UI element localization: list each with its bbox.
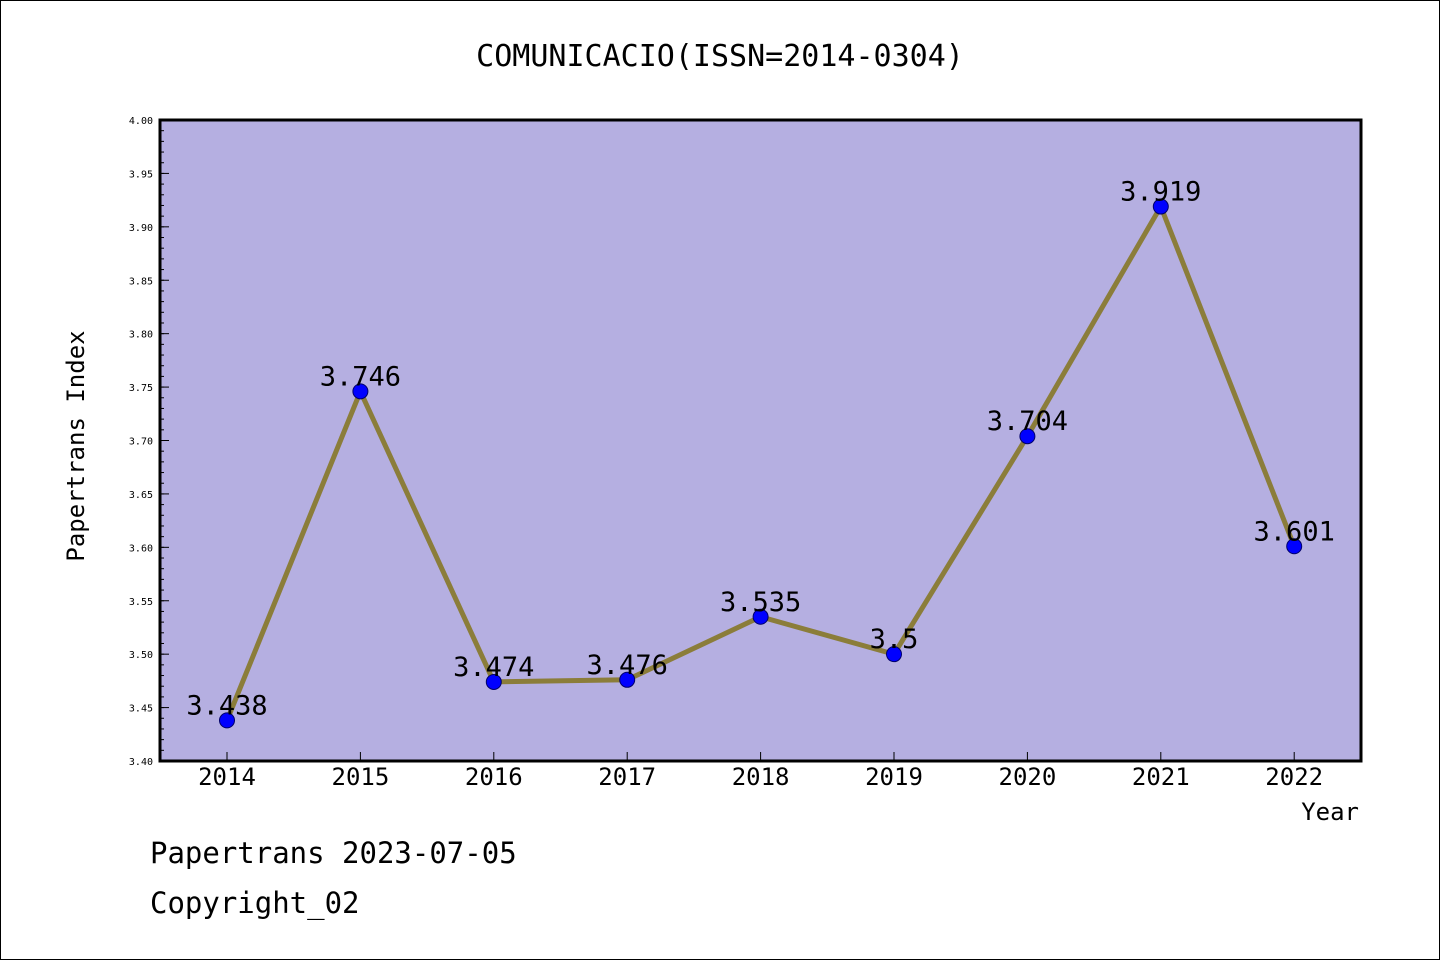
y-tick-label: 3.70 xyxy=(129,437,153,448)
data-label: 3.601 xyxy=(1254,516,1335,547)
data-label: 3.535 xyxy=(720,587,801,618)
footer-copyright: Copyright_02 xyxy=(150,886,360,920)
y-tick-label: 3.75 xyxy=(129,383,153,394)
x-tick-label: 2021 xyxy=(1132,763,1190,791)
data-labels: 3.438 3.746 3.474 3.476 3.535 3.5 3.704 3.919 3.… xyxy=(186,177,1334,722)
x-tick-label: 2015 xyxy=(332,763,390,791)
chart-title: COMUNICACIO(ISSN=2014-0304) xyxy=(476,39,964,74)
data-point xyxy=(1019,428,1036,445)
y-axis-ticks: 3.40 3.45 3.50 3.55 3.60 3.65 3.70 3.75 3.80 3.85… xyxy=(129,116,169,768)
y-tick-label: 3.50 xyxy=(129,650,153,661)
x-tick-label: 2017 xyxy=(598,763,656,791)
y-tick-label: 3.95 xyxy=(129,169,153,180)
y-tick-label: 4.00 xyxy=(129,116,153,127)
data-label: 3.5 xyxy=(870,624,919,655)
y-tick-label: 3.65 xyxy=(129,490,153,501)
y-axis-label: Papertrans Index xyxy=(62,330,90,561)
y-tick-label: 3.45 xyxy=(129,704,153,715)
y-tick-label: 3.40 xyxy=(129,757,153,768)
x-tick-label: 2020 xyxy=(999,763,1057,791)
plot-area xyxy=(160,120,1361,761)
y-tick-label: 3.55 xyxy=(129,597,153,608)
data-point xyxy=(1286,538,1303,555)
x-tick-label: 2022 xyxy=(1265,763,1323,791)
data-point xyxy=(752,608,769,625)
y-tick-label: 3.90 xyxy=(129,223,153,234)
x-axis-ticks: 2014 2015 2016 2017 2018 2019 2020 2021 2022 xyxy=(198,752,1323,791)
data-label: 3.476 xyxy=(587,650,668,681)
data-point xyxy=(1152,198,1169,215)
data-point xyxy=(219,712,235,729)
data-point xyxy=(886,646,902,663)
data-label: 3.474 xyxy=(453,652,534,683)
footer-date: Papertrans 2023-07-05 xyxy=(150,836,517,870)
data-label: 3.746 xyxy=(320,361,401,392)
data-point xyxy=(352,383,369,400)
y-tick-label: 3.80 xyxy=(129,330,153,341)
x-tick-label: 2014 xyxy=(198,763,256,791)
x-tick-label: 2016 xyxy=(465,763,523,791)
y-tick-label: 3.85 xyxy=(129,276,153,287)
data-markers xyxy=(219,198,1303,729)
y-tick-label: 3.60 xyxy=(129,543,153,554)
data-label: 3.438 xyxy=(186,690,267,721)
x-axis-label: Year xyxy=(1301,798,1359,826)
data-point xyxy=(485,673,502,690)
x-tick-label: 2018 xyxy=(732,763,790,791)
data-label: 3.704 xyxy=(987,406,1068,437)
data-point xyxy=(619,671,636,688)
x-tick-label: 2019 xyxy=(865,763,923,791)
plot-border xyxy=(158,118,1363,763)
data-label: 3.919 xyxy=(1120,177,1201,208)
